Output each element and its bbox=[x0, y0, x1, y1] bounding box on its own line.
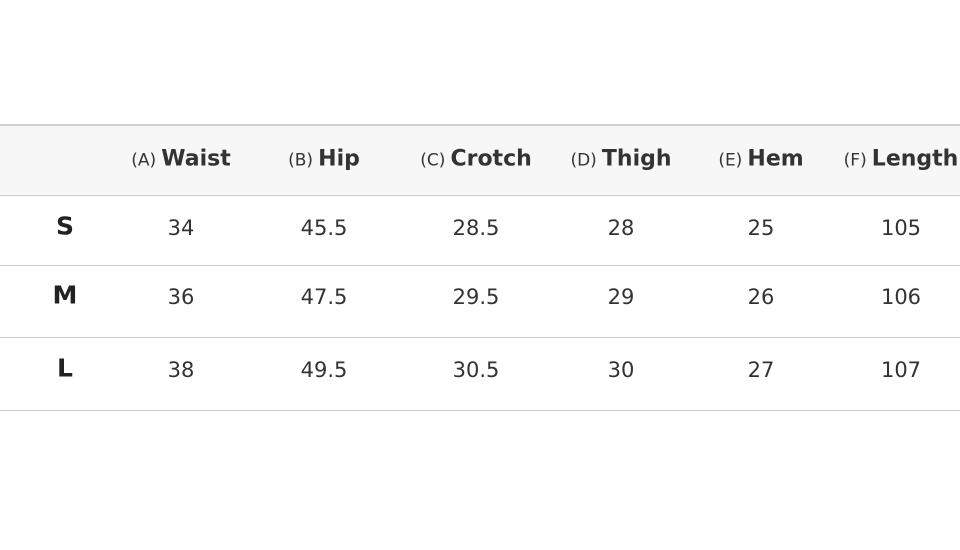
column-header: (E) Hem bbox=[718, 147, 803, 172]
column-name: Crotch bbox=[450, 146, 532, 172]
size-label: L bbox=[57, 353, 73, 383]
measurement: 29.5 bbox=[452, 285, 500, 309]
measurement: 47.5 bbox=[300, 285, 348, 309]
column-header: (F) Length bbox=[844, 147, 959, 172]
column-header: (D) Thigh bbox=[570, 147, 671, 172]
column-name: Thigh bbox=[601, 146, 672, 172]
column-name: Length bbox=[871, 146, 959, 172]
column-prefix: (F) bbox=[843, 150, 867, 171]
column-name: Hem bbox=[747, 146, 804, 172]
measurement: 30 bbox=[607, 358, 635, 382]
measurement: 25 bbox=[747, 216, 775, 240]
measurement: 49.5 bbox=[300, 358, 348, 382]
measurement: 34 bbox=[167, 216, 195, 240]
measurement: 105 bbox=[880, 216, 922, 240]
column-prefix: (E) bbox=[718, 150, 743, 171]
measurement: 106 bbox=[880, 285, 922, 309]
column-header: (A) Waist bbox=[131, 147, 230, 172]
column-prefix: (D) bbox=[570, 150, 597, 171]
row-divider bbox=[0, 265, 960, 266]
measurement: 29 bbox=[607, 285, 635, 309]
column-prefix: (C) bbox=[420, 150, 446, 171]
measurement: 27 bbox=[747, 358, 775, 382]
measurement: 36 bbox=[167, 285, 195, 309]
size-label: S bbox=[55, 211, 75, 241]
column-header: (C) Crotch bbox=[420, 147, 532, 172]
measurement: 26 bbox=[747, 285, 775, 309]
column-name: Hip bbox=[318, 146, 360, 172]
measurement: 30.5 bbox=[452, 358, 500, 382]
measurement: 45.5 bbox=[300, 216, 348, 240]
column-prefix: (B) bbox=[288, 150, 314, 171]
measurement: 28 bbox=[607, 216, 635, 240]
measurement: 107 bbox=[880, 358, 922, 382]
size-label: M bbox=[52, 280, 78, 310]
header-row bbox=[0, 124, 960, 196]
column-name: Waist bbox=[161, 146, 231, 172]
column-prefix: (A) bbox=[131, 150, 157, 171]
column-header: (B) Hip bbox=[288, 147, 360, 172]
row-divider bbox=[0, 410, 960, 411]
measurement: 28.5 bbox=[452, 216, 500, 240]
row-divider bbox=[0, 337, 960, 338]
measurement: 38 bbox=[167, 358, 195, 382]
